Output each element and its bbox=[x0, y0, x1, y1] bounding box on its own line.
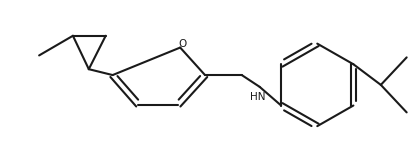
Text: O: O bbox=[178, 39, 186, 49]
Text: HN: HN bbox=[250, 92, 265, 102]
